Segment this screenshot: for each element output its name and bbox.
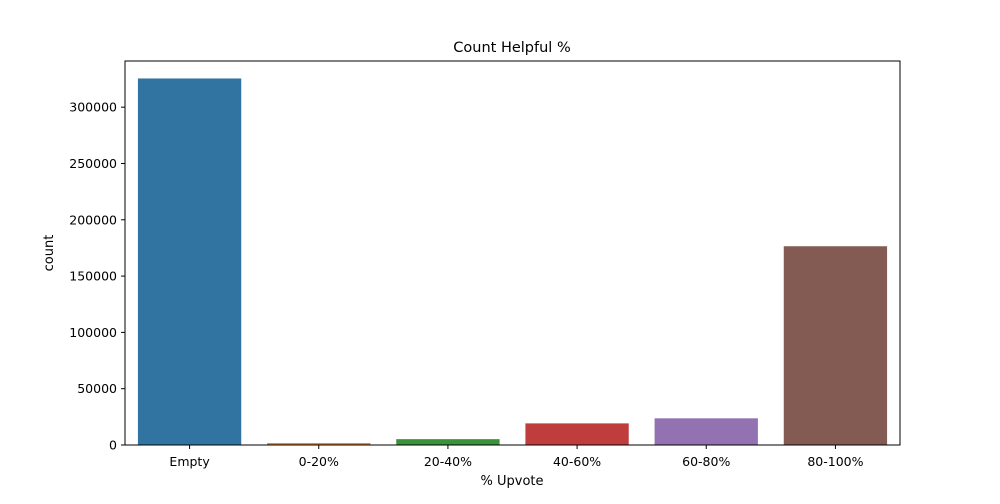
bar-60-80 <box>654 418 758 445</box>
x-tick-label: 60-80% <box>682 454 730 469</box>
bar-80-100 <box>783 246 888 445</box>
chart-title: Count Helpful % <box>453 40 570 56</box>
x-axis-label: % Upvote <box>481 474 544 489</box>
x-axis: Empty 0-20% 20-40% 40-60% 60-80% 80-100% <box>169 445 864 469</box>
bar-empty <box>137 78 242 446</box>
y-tick-label: 0 <box>109 438 117 453</box>
bar-40-60 <box>525 423 629 445</box>
y-axis-label: count <box>42 235 57 272</box>
bar-20-40 <box>396 439 500 445</box>
y-tick-label: 150000 <box>69 269 117 284</box>
y-tick-label: 50000 <box>77 381 117 396</box>
bars-layer <box>137 78 888 446</box>
y-tick-label: 250000 <box>69 156 117 171</box>
x-tick-label: 80-100% <box>807 454 863 469</box>
x-tick-label: 20-40% <box>424 454 472 469</box>
x-tick-label: 40-60% <box>553 454 601 469</box>
x-tick-label: 0-20% <box>299 454 339 469</box>
y-tick-label: 100000 <box>69 325 117 340</box>
y-tick-label: 200000 <box>69 212 117 227</box>
bar-0-20 <box>267 443 371 445</box>
y-tick-label: 300000 <box>69 100 117 115</box>
plot-frame <box>124 60 901 446</box>
x-tick-label: Empty <box>169 454 210 469</box>
y-axis: 0 50000 100000 150000 200000 250000 300000 <box>69 100 125 453</box>
